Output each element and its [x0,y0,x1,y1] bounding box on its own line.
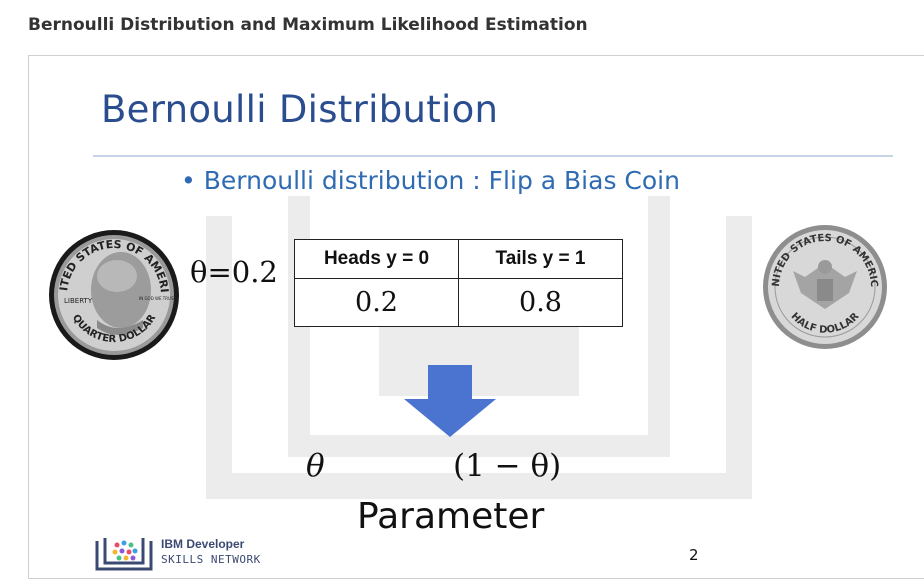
bullet-icon: • [181,166,196,195]
theta-label: θ [306,448,325,484]
logo-text-primary: IBM Developer [161,537,245,551]
slide-viewer: Bernoulli Distribution • Bernoulli distri… [28,55,924,579]
slide-heading: Bernoulli Distribution [101,88,499,131]
table-header-tails: Tails y = 1 [458,239,623,279]
theta-value-label: θ=0.2 [190,255,278,289]
bullet-point: • Bernoulli distribution : Flip a Bias Co… [181,166,680,195]
logo-icon [95,538,153,571]
table-header-heads: Heads y = 0 [294,239,459,279]
coin-liberty-text: LIBERTY [64,297,93,305]
probability-table: Heads y = 0 Tails y = 1 0.2 0.8 [294,239,623,327]
coin-motto-text: IN GOD WE TRUST [139,296,176,301]
ibm-skills-network-logo: IBM Developer SKILLS NETWORK [95,533,275,575]
table-cell-heads-prob: 0.2 [294,278,459,327]
slide-number: 2 [689,546,699,564]
one-minus-theta-label: (1 − θ) [453,448,562,484]
heading-divider [93,155,893,157]
half-dollar-coin-image: UNITED STATES OF AMERICA HALF DOLLAR [761,223,887,349]
bullet-text: Bernoulli distribution : Flip a Bias Coi… [203,166,680,195]
logo-text-secondary: SKILLS NETWORK [161,553,261,566]
quarter-dollar-coin-image: UNITED STATES OF AMERICA QUARTER DOLLAR … [47,228,179,360]
down-arrow-icon [404,365,496,437]
parameter-label: Parameter [357,496,545,537]
table-header-row: Heads y = 0 Tails y = 1 [294,239,623,279]
table-cell-tails-prob: 0.8 [458,278,623,327]
page-title: Bernoulli Distribution and Maximum Likel… [28,15,588,35]
table-row: 0.2 0.8 [294,278,623,327]
